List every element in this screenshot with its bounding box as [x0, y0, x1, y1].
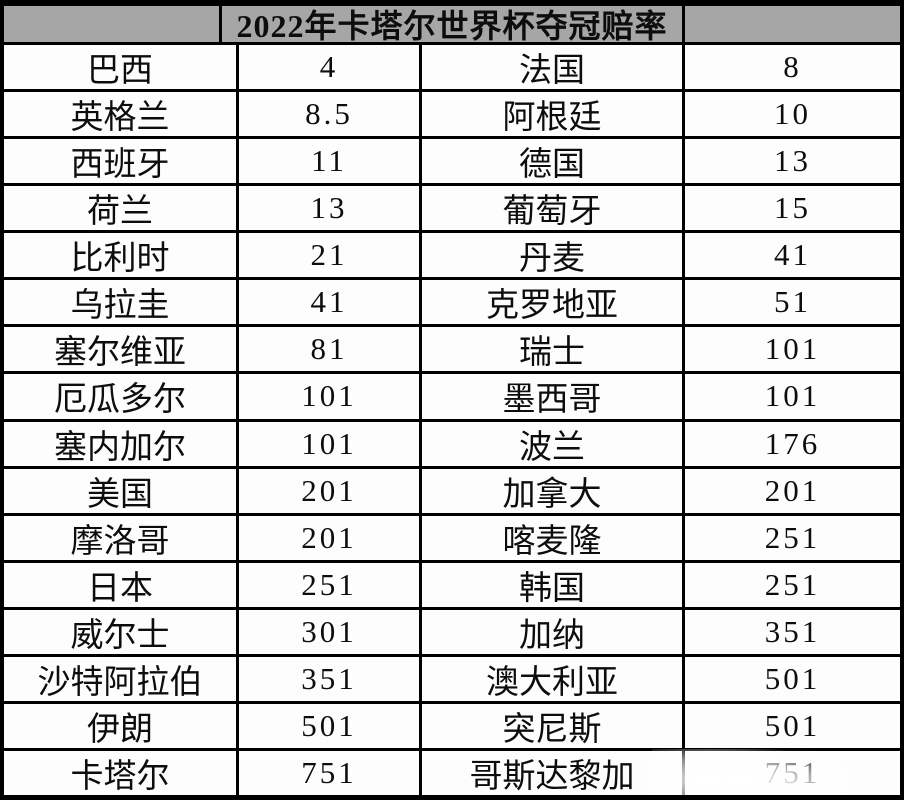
odds-cell: 176 — [685, 421, 900, 466]
team-cell: 荷兰 — [4, 186, 236, 231]
team-cell: 巴西 — [4, 45, 236, 90]
odds-cell: 751 — [685, 750, 900, 795]
odds-cell: 301 — [239, 609, 419, 654]
odds-cell: 8 — [685, 45, 900, 90]
team-cell: 摩洛哥 — [4, 515, 236, 560]
odds-cell: 81 — [239, 327, 419, 372]
team-cell: 瑞士 — [422, 327, 682, 372]
team-cell: 波兰 — [422, 421, 682, 466]
odds-cell: 501 — [685, 703, 900, 748]
odds-cell: 501 — [685, 656, 900, 701]
team-cell: 韩国 — [422, 562, 682, 607]
odds-cell: 15 — [685, 186, 900, 231]
team-cell: 法国 — [422, 45, 682, 90]
odds-cell: 4 — [239, 45, 419, 90]
team-cell: 加纳 — [422, 609, 682, 654]
team-cell: 厄瓜多尔 — [4, 374, 236, 419]
team-cell: 威尔士 — [4, 609, 236, 654]
team-cell: 加拿大 — [422, 468, 682, 513]
odds-cell: 21 — [239, 233, 419, 278]
team-cell: 英格兰 — [4, 92, 236, 137]
odds-cell: 51 — [685, 280, 900, 325]
team-cell: 卡塔尔 — [4, 750, 236, 795]
team-cell: 塞内加尔 — [4, 421, 236, 466]
team-cell: 喀麦隆 — [422, 515, 682, 560]
odds-cell: 101 — [239, 374, 419, 419]
team-cell: 日本 — [4, 562, 236, 607]
team-cell: 澳大利亚 — [422, 656, 682, 701]
odds-cell: 13 — [239, 186, 419, 231]
odds-cell: 10 — [685, 92, 900, 137]
team-cell: 葡萄牙 — [422, 186, 682, 231]
odds-cell: 351 — [239, 656, 419, 701]
odds-cell: 251 — [685, 562, 900, 607]
odds-cell: 8.5 — [239, 92, 419, 137]
team-cell: 美国 — [4, 468, 236, 513]
odds-cell: 41 — [239, 280, 419, 325]
odds-cell: 41 — [685, 233, 900, 278]
team-cell: 塞尔维亚 — [4, 327, 236, 372]
odds-cell: 201 — [685, 468, 900, 513]
table-title-bar: 2022年卡塔尔世界杯夺冠赔率 — [4, 6, 900, 44]
odds-cell: 101 — [239, 421, 419, 466]
team-cell: 哥斯达黎加 — [422, 750, 682, 795]
team-cell: 克罗地亚 — [422, 280, 682, 325]
odds-cell: 13 — [685, 139, 900, 184]
odds-cell: 351 — [685, 609, 900, 654]
team-cell: 突尼斯 — [422, 703, 682, 748]
team-cell: 比利时 — [4, 233, 236, 278]
odds-cell: 11 — [239, 139, 419, 184]
team-cell: 德国 — [422, 139, 682, 184]
odds-cell: 201 — [239, 515, 419, 560]
odds-cell: 251 — [685, 515, 900, 560]
odds-table-grid: 2022年卡塔尔世界杯夺冠赔率 巴西 4 法国 8 英格兰 8.5 阿根廷 10… — [4, 6, 900, 795]
odds-cell: 251 — [239, 562, 419, 607]
team-cell: 墨西哥 — [422, 374, 682, 419]
odds-cell: 101 — [685, 374, 900, 419]
team-cell: 阿根廷 — [422, 92, 682, 137]
table-title: 2022年卡塔尔世界杯夺冠赔率 — [219, 6, 685, 44]
odds-cell: 751 — [239, 750, 419, 795]
team-cell: 伊朗 — [4, 703, 236, 748]
team-cell: 沙特阿拉伯 — [4, 656, 236, 701]
odds-cell: 201 — [239, 468, 419, 513]
odds-cell: 101 — [685, 327, 900, 372]
team-cell: 西班牙 — [4, 139, 236, 184]
odds-cell: 501 — [239, 703, 419, 748]
team-cell: 乌拉圭 — [4, 280, 236, 325]
team-cell: 丹麦 — [422, 233, 682, 278]
